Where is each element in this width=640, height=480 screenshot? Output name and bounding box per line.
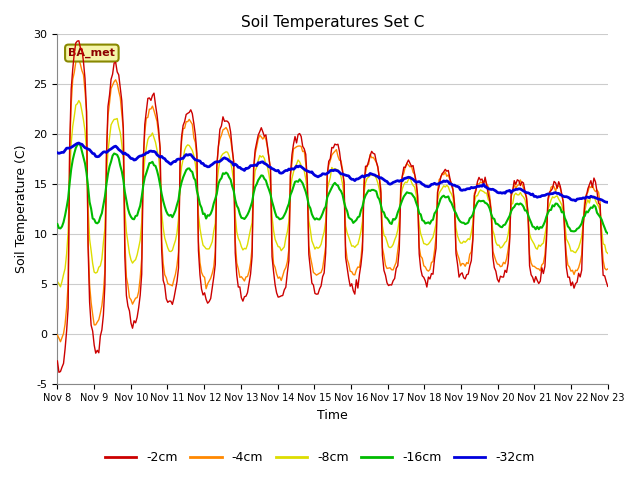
Y-axis label: Soil Temperature (C): Soil Temperature (C) [15, 144, 28, 273]
X-axis label: Time: Time [317, 409, 348, 422]
Title: Soil Temperatures Set C: Soil Temperatures Set C [241, 15, 424, 30]
Legend: -2cm, -4cm, -8cm, -16cm, -32cm: -2cm, -4cm, -8cm, -16cm, -32cm [100, 446, 540, 469]
Text: BA_met: BA_met [68, 48, 115, 58]
